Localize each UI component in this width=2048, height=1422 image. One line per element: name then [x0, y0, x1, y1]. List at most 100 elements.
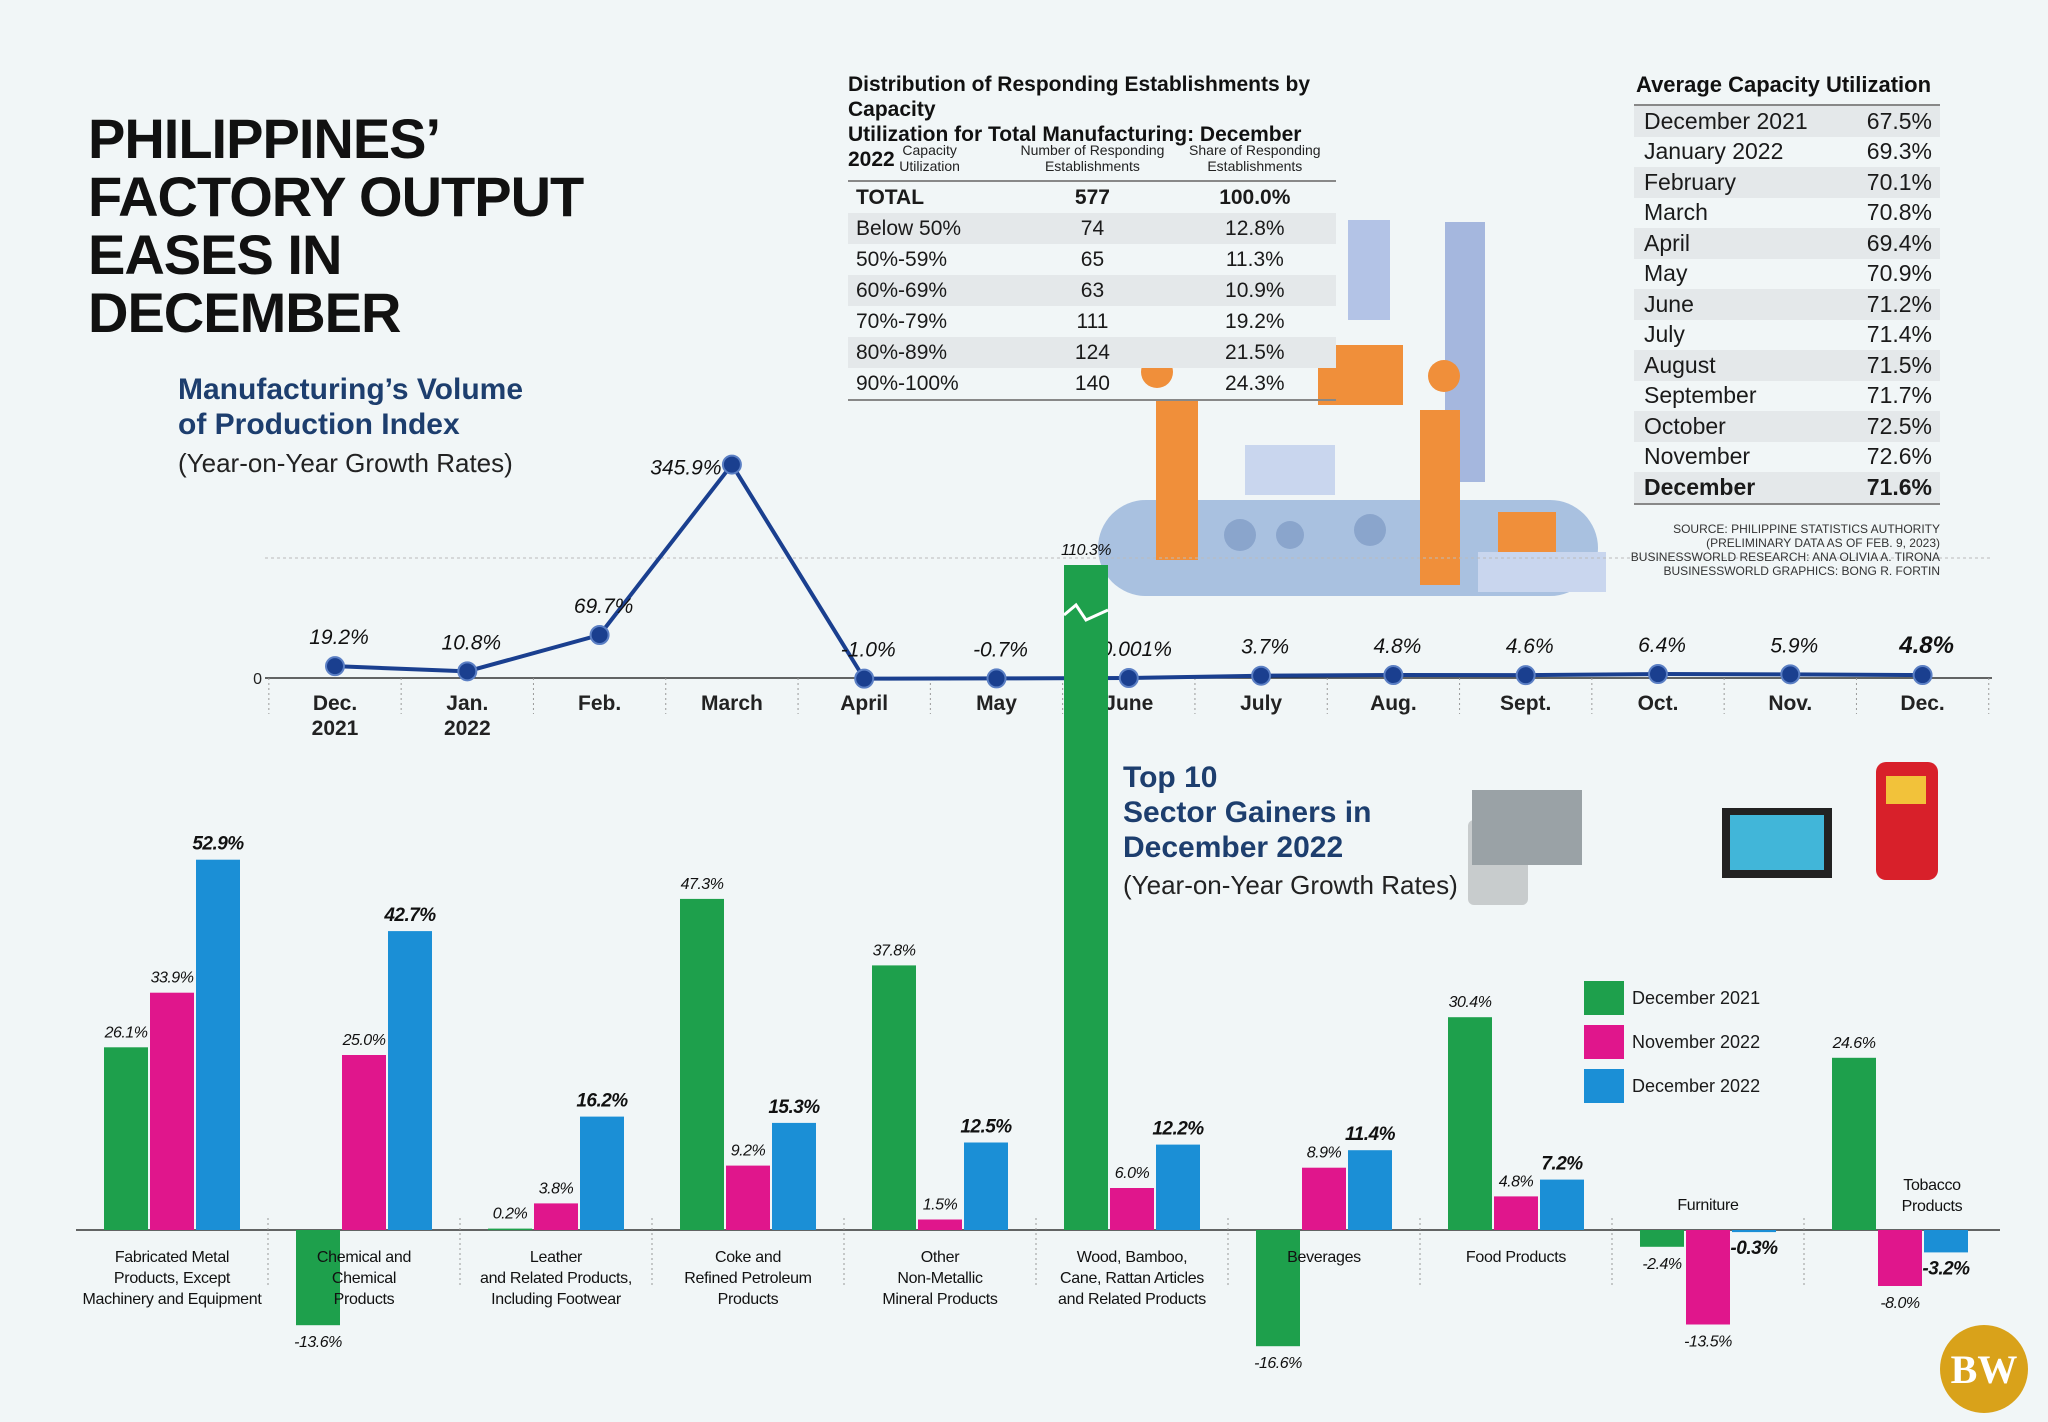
title-line-2: FACTORY OUTPUT	[88, 165, 584, 228]
bar-category-label: and Related Products,	[480, 1270, 632, 1287]
bar-category-label: Products	[334, 1291, 395, 1308]
line-point	[1648, 664, 1668, 685]
avg-row: February 70.1%	[1634, 167, 1940, 198]
bar-data-label: 26.1%	[104, 1024, 148, 1041]
distribution-cell: 140	[1011, 368, 1174, 401]
bar-category-label: Machinery and Equipment	[83, 1291, 263, 1308]
line-category-label: 2021	[312, 717, 359, 740]
line-category-label: May	[976, 692, 1017, 715]
bar-category-label: Products, Except	[114, 1270, 231, 1287]
legend-item: December 2022	[1584, 1064, 1760, 1108]
line-point	[457, 661, 478, 682]
distribution-cell: 74	[1011, 213, 1174, 244]
line-category-label: June	[1104, 692, 1153, 715]
distribution-cell: 50%-59%	[856, 247, 948, 271]
line-chart-title: Manufacturing’s Volume of Production Ind…	[178, 372, 578, 442]
distribution-cell: 111	[1076, 309, 1109, 333]
bar	[1686, 1230, 1730, 1325]
bar	[964, 1142, 1008, 1230]
bar-category-label: Products	[718, 1291, 779, 1308]
avg-month: June	[1634, 289, 1844, 320]
bar	[488, 1228, 532, 1231]
bar-data-label: 12.5%	[960, 1117, 1012, 1138]
page-title: PHILIPPINES’ FACTORY OUTPUT EASES IN DEC…	[88, 110, 648, 342]
line-data-label: 6.4%	[1638, 634, 1686, 657]
avg-value: 70.8%	[1866, 199, 1932, 226]
legend-label: December 2022	[1632, 1075, 1761, 1096]
distribution-cell: 70%-79%	[856, 309, 948, 333]
line-category-label: Sept.	[1500, 692, 1551, 715]
avg-month: February	[1634, 167, 1844, 198]
bar	[872, 965, 916, 1230]
line-data-label: 69.7%	[574, 595, 634, 618]
distribution-row: TOTAL 577 100.0%	[848, 181, 1336, 213]
bar-category-label: Refined Petroleum	[684, 1270, 811, 1287]
bar-data-label: 24.6%	[1832, 1035, 1876, 1052]
bar	[1064, 565, 1108, 1230]
line-data-label: 4.8%	[1898, 632, 1954, 659]
header-number: Number of Responding Establishments	[1011, 140, 1174, 182]
distribution-cell: 21.5%	[1173, 337, 1336, 368]
avg-row: September 71.7%	[1634, 381, 1940, 412]
bar	[1924, 1230, 1968, 1253]
bar	[1878, 1230, 1922, 1286]
avg-value: 71.6%	[1843, 472, 1940, 505]
distribution-cell: 24.3%	[1173, 368, 1336, 401]
line-point	[1383, 665, 1404, 686]
distribution-cell: 100.0%	[1219, 185, 1291, 209]
avg-value: 69.3%	[1866, 138, 1932, 165]
avg-month: July	[1644, 321, 1685, 348]
avg-value: 70.1%	[1843, 167, 1940, 198]
line-chart-title-1: Manufacturing’s Volume	[178, 373, 524, 406]
factory-illustration	[1098, 220, 1938, 905]
bar	[296, 1230, 340, 1326]
line-chart-subtitle: (Year-on-Year Growth Rates)	[178, 448, 513, 478]
avg-value: 72.6%	[1866, 443, 1932, 470]
line-point	[1515, 665, 1536, 686]
line-data-label: 3.7%	[1241, 636, 1289, 659]
avg-row: March 70.8%	[1634, 198, 1940, 229]
avg-month: April	[1634, 228, 1844, 259]
bar	[1256, 1230, 1300, 1347]
bar-data-label: -16.6%	[1254, 1355, 1302, 1372]
line-point	[325, 656, 345, 677]
distribution-cell: 577	[1074, 185, 1110, 209]
bar-data-label: 6.0%	[1115, 1165, 1150, 1182]
distribution-cell: 65	[1080, 247, 1105, 271]
bar	[918, 1219, 962, 1230]
legend-label: December 2021	[1632, 987, 1761, 1008]
bar-chart-subtitle: (Year-on-Year Growth Rates)	[1123, 870, 1458, 900]
avg-row: October 72.5%	[1634, 411, 1940, 442]
bar-data-label: 52.9%	[192, 834, 244, 855]
bar-data-label: -13.6%	[294, 1334, 342, 1351]
line-category-label: Aug.	[1370, 692, 1417, 715]
distribution-row: 60%-69% 63 10.9%	[848, 275, 1336, 306]
line-category-label: Dec.	[313, 692, 357, 715]
legend-item: December 2021	[1584, 976, 1760, 1020]
bar-data-label: 4.8%	[1499, 1173, 1534, 1190]
source-line-4: BUSINESSWORLD GRAPHICS: BONG R. FORTIN	[1663, 564, 1940, 578]
distribution-row: 70%-79% 111 19.2%	[848, 306, 1336, 337]
distribution-table-header: Capacity Utilization Number of Responding…	[848, 140, 1336, 182]
legend-swatch	[1584, 1025, 1624, 1059]
line-point	[1780, 664, 1801, 685]
line-category-label: July	[1240, 692, 1282, 715]
bar-category-label: Other	[921, 1249, 960, 1266]
bar-data-label: 0.2%	[493, 1206, 528, 1223]
bar-data-label: 33.9%	[151, 970, 194, 987]
bar-data-label: 47.3%	[681, 876, 724, 893]
bar-category-label: Leather	[530, 1249, 583, 1266]
line-category-label: April	[840, 692, 888, 715]
line-point	[589, 624, 610, 645]
bar	[1540, 1179, 1584, 1230]
bar	[196, 859, 240, 1230]
distribution-cell: Below 50%	[848, 213, 1012, 244]
source-credits: SOURCE: PHILIPPINE STATISTICS AUTHORITY …	[1620, 522, 1940, 578]
avg-row: July 71.4%	[1634, 320, 1940, 351]
bar-chart-title: Top 10 Sector Gainers in December 2022	[1123, 760, 1503, 865]
bar-data-label: 11.4%	[1345, 1124, 1396, 1145]
bar-category-label: and Related Products	[1058, 1291, 1206, 1308]
avg-month: August	[1634, 350, 1844, 381]
bar-data-label: -2.4%	[1642, 1256, 1682, 1273]
line-category-label: 2022	[444, 717, 491, 740]
